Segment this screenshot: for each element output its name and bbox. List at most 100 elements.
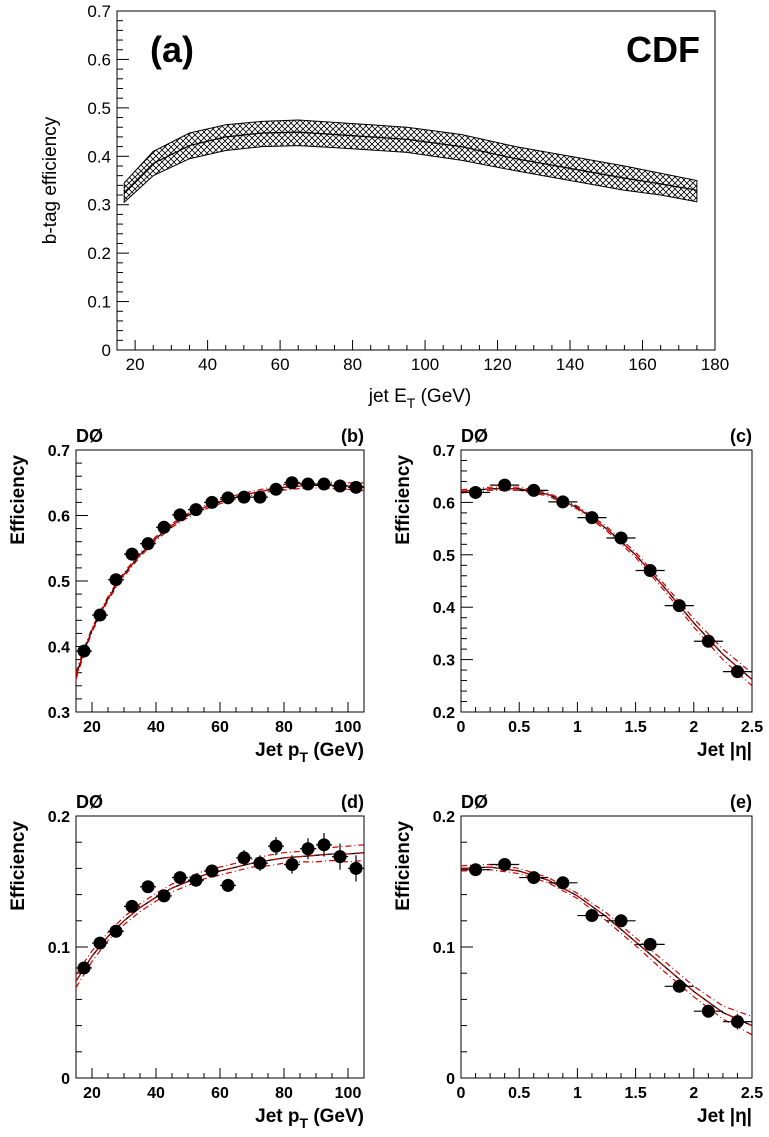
x-tick-label: 60	[211, 719, 229, 736]
x-axis-title-tail: (GeV)	[308, 1106, 364, 1127]
fit-lower-band	[460, 489, 753, 687]
x-tick-label: 80	[343, 355, 362, 374]
x-tick-label: 100	[411, 355, 439, 374]
x-axis-title-main: jet E	[368, 386, 407, 407]
y-tick-label: 0.3	[48, 705, 70, 722]
y-tick-label: 0	[61, 1071, 70, 1088]
y-tick-label: 0.2	[433, 809, 455, 826]
data-point	[527, 483, 541, 497]
x-axis-title-sub: T	[299, 749, 308, 765]
x-tick-label: 20	[83, 1085, 101, 1102]
uncertainty-band	[123, 119, 698, 204]
y-axis-title: Efficiency	[393, 821, 414, 911]
x-axis-title-main: Jet |η|	[697, 1106, 752, 1127]
data-point	[349, 861, 363, 875]
x-axis-title-tail: (GeV)	[308, 740, 364, 761]
data-point	[157, 520, 171, 534]
x-tick-label: 20	[83, 719, 101, 736]
data-point	[205, 495, 219, 509]
x-axis-title: Jet pT (GeV)	[255, 740, 364, 765]
x-axis-title: jet ET (GeV)	[368, 386, 472, 411]
panel-label: (e)	[730, 792, 752, 812]
y-tick-label: 0.1	[48, 940, 70, 957]
y-axis-title: Efficiency	[8, 821, 29, 911]
data-point	[498, 857, 512, 871]
data-point	[556, 495, 570, 509]
x-tick-label: 2.5	[741, 1085, 763, 1102]
data-point	[125, 547, 139, 561]
y-tick-label: 0.6	[87, 50, 111, 69]
y-axis-title: b-tag efficiency	[40, 116, 61, 244]
data-point	[301, 477, 315, 491]
y-tick-label: 0.2	[433, 705, 455, 722]
panel-label: (b)	[341, 426, 364, 446]
x-tick-label: 0	[457, 719, 466, 736]
y-tick-label: 0.6	[48, 509, 70, 526]
data-point	[672, 979, 686, 993]
x-tick-label: 80	[275, 719, 293, 736]
central-curve	[123, 131, 698, 194]
x-tick-label: 60	[271, 355, 290, 374]
experiment-label: CDF	[626, 29, 700, 70]
x-axis-title-main: Jet p	[255, 1106, 299, 1127]
x-tick-label: 2	[689, 719, 698, 736]
data-point	[730, 1015, 744, 1029]
data-point	[701, 1004, 715, 1018]
data-point	[333, 479, 347, 493]
data-point	[585, 909, 599, 923]
data-point	[269, 482, 283, 496]
data-point	[189, 873, 203, 887]
data-point	[301, 842, 315, 856]
x-axis-title-main: Jet |η|	[697, 740, 752, 761]
data-point	[285, 857, 299, 871]
fit-lower-band	[75, 859, 365, 988]
data-point	[253, 490, 267, 504]
x-tick-label: 100	[335, 1085, 362, 1102]
x-tick-label: 20	[126, 355, 145, 374]
x-axis-title: Jet |η|	[697, 740, 752, 761]
data-point	[469, 863, 483, 877]
data-point	[237, 490, 251, 504]
data-point	[253, 856, 267, 870]
y-tick-label: 0.1	[87, 293, 111, 312]
x-tick-label: 40	[198, 355, 217, 374]
x-tick-label: 1.5	[624, 719, 646, 736]
x-axis-title: Jet |η|	[697, 1106, 752, 1127]
y-tick-label: 0.2	[87, 244, 111, 263]
panel-label: (c)	[730, 426, 752, 446]
y-tick-label: 0.7	[433, 443, 455, 460]
experiment-label: DØ	[76, 792, 103, 812]
data-point	[173, 508, 187, 522]
data-point	[109, 573, 123, 587]
x-tick-label: 140	[556, 355, 584, 374]
panel-d: 20 40 60 80 100 0 0.1 0.2 Jet pT (GeV) Efficiency…	[8, 792, 365, 1131]
x-tick-label: 40	[147, 719, 165, 736]
data-point	[205, 864, 219, 878]
x-tick-label: 160	[628, 355, 656, 374]
fit-curve	[75, 852, 365, 982]
data-point	[189, 503, 203, 517]
data-point	[498, 478, 512, 492]
x-axis-title: Jet pT (GeV)	[255, 1106, 364, 1131]
x-axis-title-sub: T	[299, 1115, 308, 1131]
x-tick-label: 0.5	[508, 719, 530, 736]
data-point	[349, 480, 363, 494]
y-tick-label: 0.5	[87, 99, 111, 118]
panel-b: 20 40 60 80 100 0.3 0.4 0.5 0.6 0.7 Jet pT (GeV) Ef…	[8, 426, 365, 765]
x-tick-label: 0.5	[508, 1085, 530, 1102]
data-point	[317, 838, 331, 852]
data-point	[141, 537, 155, 551]
y-tick-label: 0.4	[87, 147, 111, 166]
y-tick-label: 0.7	[48, 443, 70, 460]
x-tick-label: 2.5	[741, 719, 763, 736]
data-point	[237, 851, 251, 865]
data-point	[643, 937, 657, 951]
y-tick-label: 0.2	[48, 809, 70, 826]
data-point	[469, 485, 483, 499]
plot-frame-a	[116, 10, 716, 351]
data-point	[585, 511, 599, 525]
x-tick-label: 1	[573, 1085, 582, 1102]
x-axis-title-sub: T	[407, 395, 416, 411]
panel-a: 20 40 60 80 100 120 140 160 180 0 0.1 0.2 0.3 0.4 0.5 0…	[40, 2, 729, 411]
